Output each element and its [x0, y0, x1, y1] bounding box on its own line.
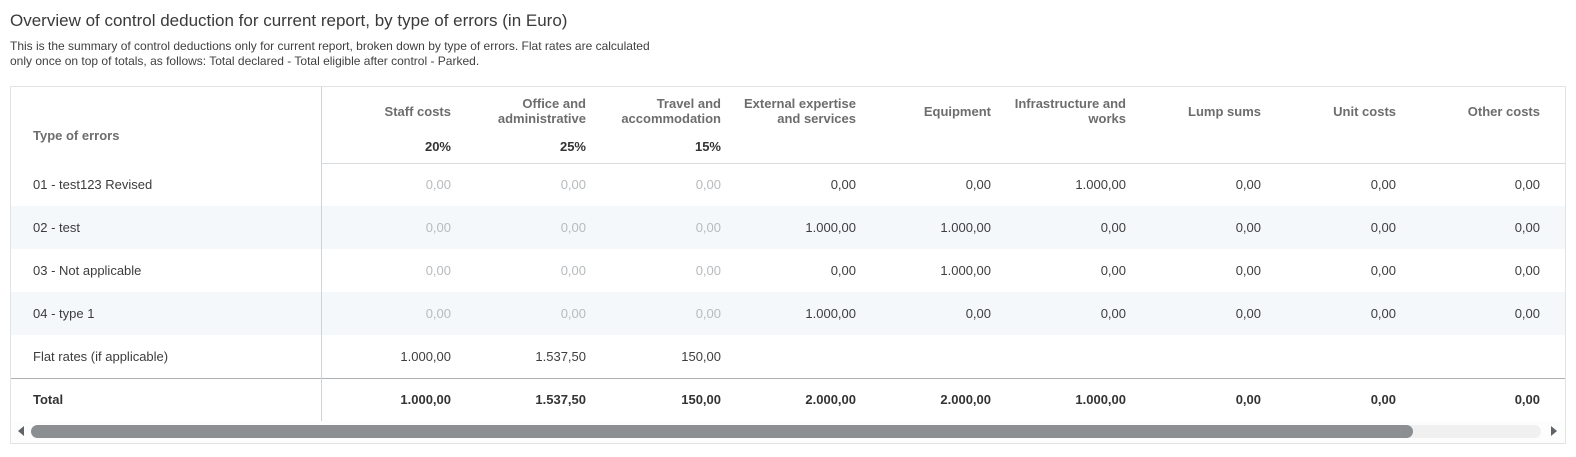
- value-cell: [1131, 335, 1266, 378]
- value-cell: 0,00: [726, 249, 861, 292]
- scroll-right-arrow-icon[interactable]: [1551, 426, 1557, 436]
- page-title: Overview of control deduction for curren…: [10, 10, 1566, 32]
- rate-cell: [861, 135, 996, 163]
- value-cell: 0,00: [456, 292, 591, 335]
- page-description-line1: This is the summary of control deduction…: [10, 39, 1566, 54]
- value-cell: 0,00: [1266, 292, 1401, 335]
- value-cell: 0,00: [456, 163, 591, 206]
- value-cell: 0,00: [1401, 378, 1565, 421]
- value-cell: 1.000,00: [861, 249, 996, 292]
- header-row: Type of errors Staff costs Office and ad…: [11, 87, 1565, 135]
- value-cell: 0,00: [321, 206, 456, 249]
- rate-cell: [1401, 135, 1565, 163]
- value-cell: 0,00: [1401, 292, 1565, 335]
- page: Overview of control deduction for curren…: [10, 10, 1566, 444]
- column-header-travel-accommodation: Travel and accommodation: [591, 87, 726, 135]
- value-cell: 0,00: [1266, 249, 1401, 292]
- rate-travel-accommodation: 15%: [591, 135, 726, 163]
- value-cell: 0,00: [1401, 249, 1565, 292]
- value-cell: 0,00: [996, 206, 1131, 249]
- value-cell: 0,00: [1131, 163, 1266, 206]
- value-cell: 0,00: [1266, 206, 1401, 249]
- value-cell: [1401, 335, 1565, 378]
- value-cell: 0,00: [726, 163, 861, 206]
- value-cell: 1.537,50: [456, 378, 591, 421]
- scroll-left-arrow-icon[interactable]: [18, 426, 24, 436]
- value-cell: 0,00: [591, 206, 726, 249]
- value-cell: 2.000,00: [861, 378, 996, 421]
- rate-staff-costs: 20%: [321, 135, 456, 163]
- value-cell: 0,00: [996, 249, 1131, 292]
- value-cell: 0,00: [996, 292, 1131, 335]
- column-header-lump-sums: Lump sums: [1131, 87, 1266, 135]
- row-label: Flat rates (if applicable): [11, 335, 321, 378]
- column-header-unit-costs: Unit costs: [1266, 87, 1401, 135]
- value-cell: 0,00: [321, 163, 456, 206]
- table-row-total: Total 1.000,00 1.537,50 150,00 2.000,00 …: [11, 378, 1565, 421]
- table-row-error-01: 01 - test123 Revised 0,00 0,00 0,00 0,00…: [11, 163, 1565, 206]
- rate-cell: [726, 135, 861, 163]
- page-description: This is the summary of control deduction…: [10, 39, 1566, 69]
- value-cell: 0,00: [456, 249, 591, 292]
- column-header-type-of-errors: Type of errors: [11, 87, 321, 163]
- column-header-equipment: Equipment: [861, 87, 996, 135]
- column-header-office-administrative: Office and administrative: [456, 87, 591, 135]
- value-cell: 1.000,00: [726, 292, 861, 335]
- column-header-staff-costs: Staff costs: [321, 87, 456, 135]
- value-cell: 0,00: [1401, 206, 1565, 249]
- scrollbar-track[interactable]: [31, 425, 1541, 438]
- value-cell: 2.000,00: [726, 378, 861, 421]
- value-cell: 1.000,00: [321, 378, 456, 421]
- table-row-flat-rates: Flat rates (if applicable) 1.000,00 1.53…: [11, 335, 1565, 378]
- scrollbar-thumb[interactable]: [31, 425, 1413, 438]
- page-description-line2: only once on top of totals, as follows: …: [10, 54, 1566, 69]
- rate-cell: [996, 135, 1131, 163]
- value-cell: 0,00: [1131, 249, 1266, 292]
- column-header-other-costs: Other costs: [1401, 87, 1565, 135]
- control-deductions-table: Type of errors Staff costs Office and ad…: [11, 87, 1565, 421]
- value-cell: 0,00: [591, 292, 726, 335]
- value-cell: 1.000,00: [726, 206, 861, 249]
- row-label: 02 - test: [11, 206, 321, 249]
- row-label: 04 - type 1: [11, 292, 321, 335]
- table-row-error-04: 04 - type 1 0,00 0,00 0,00 1.000,00 0,00…: [11, 292, 1565, 335]
- value-cell: 0,00: [321, 292, 456, 335]
- value-cell: [996, 335, 1131, 378]
- value-cell: 0,00: [1131, 378, 1266, 421]
- rate-cell: [1131, 135, 1266, 163]
- value-cell: 0,00: [861, 163, 996, 206]
- value-cell: 0,00: [1401, 163, 1565, 206]
- table-row-error-02: 02 - test 0,00 0,00 0,00 1.000,00 1.000,…: [11, 206, 1565, 249]
- value-cell: 0,00: [861, 292, 996, 335]
- horizontal-scrollbar[interactable]: [11, 421, 1565, 443]
- value-cell: 1.000,00: [861, 206, 996, 249]
- value-cell: 1.537,50: [456, 335, 591, 378]
- column-header-external-expertise: External expertise and services: [726, 87, 861, 135]
- rate-office-administrative: 25%: [456, 135, 591, 163]
- row-label: Total: [11, 378, 321, 421]
- rate-cell: [1266, 135, 1401, 163]
- table-panel: Type of errors Staff costs Office and ad…: [10, 86, 1566, 444]
- value-cell: 0,00: [1266, 163, 1401, 206]
- value-cell: 0,00: [591, 249, 726, 292]
- value-cell: [861, 335, 996, 378]
- value-cell: 1.000,00: [996, 163, 1131, 206]
- value-cell: 0,00: [1266, 378, 1401, 421]
- row-label: 01 - test123 Revised: [11, 163, 321, 206]
- value-cell: 150,00: [591, 335, 726, 378]
- row-label: 03 - Not applicable: [11, 249, 321, 292]
- value-cell: 0,00: [1131, 292, 1266, 335]
- value-cell: [726, 335, 861, 378]
- value-cell: 0,00: [321, 249, 456, 292]
- table-row-error-03: 03 - Not applicable 0,00 0,00 0,00 0,00 …: [11, 249, 1565, 292]
- value-cell: 0,00: [591, 163, 726, 206]
- value-cell: 1.000,00: [321, 335, 456, 378]
- value-cell: [1266, 335, 1401, 378]
- value-cell: 150,00: [591, 378, 726, 421]
- value-cell: 0,00: [1131, 206, 1266, 249]
- column-header-infrastructure-works: Infrastructure and works: [996, 87, 1131, 135]
- value-cell: 1.000,00: [996, 378, 1131, 421]
- value-cell: 0,00: [456, 206, 591, 249]
